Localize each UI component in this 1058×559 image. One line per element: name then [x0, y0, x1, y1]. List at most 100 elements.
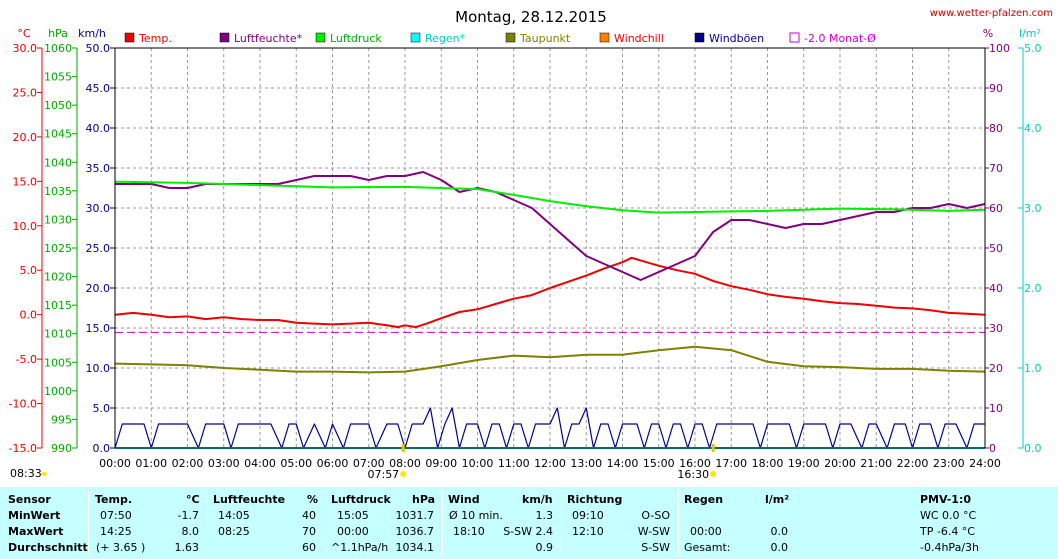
legend-label: Windchill [614, 32, 664, 45]
legend-swatch [124, 32, 135, 43]
legend-swatch [410, 32, 421, 43]
time-tick-label: 21:00 [860, 457, 892, 470]
stats-header-pressure-unit: hPa [412, 493, 436, 506]
pressure-tick-label: 1010 [44, 328, 72, 341]
series-windb-en [114, 407, 985, 449]
wind-tick-label: 25.0 [86, 242, 111, 255]
pressure-tick-label: 1015 [44, 299, 72, 312]
events: 07:57 16:30 08:33 [10, 444, 717, 481]
wind-tick-label: 45.0 [86, 82, 111, 95]
stats-wind-desc: Ø 10 min. [449, 509, 503, 522]
time-tick-label: 07:00 [353, 457, 385, 470]
temp-tick-label: 0.0 [20, 309, 38, 322]
stats-header-direction: Richtung [567, 493, 623, 506]
temp-tick-label: 10.0 [13, 220, 38, 233]
pressure-tick-label: 1055 [44, 71, 72, 84]
pressure-tick-label: 1045 [44, 128, 72, 141]
time-tick-label: 23:00 [933, 457, 965, 470]
separator [442, 490, 443, 556]
rain-tick-label: 2.0 [1024, 282, 1042, 295]
stats-direction-value: O-SO [641, 509, 670, 522]
humidity-tick-label: 30 [989, 322, 1003, 335]
legend-label: Regen* [425, 32, 466, 45]
stats-header-rain-unit: l/m² [765, 493, 790, 506]
stats-direction-value: S-SW [641, 541, 670, 554]
temp-tick-label: 15.0 [13, 175, 38, 188]
wind-unit-label: km/h [78, 27, 106, 40]
temp-tick-label: -5.0 [16, 353, 37, 366]
time-tick-label: 04:00 [244, 457, 276, 470]
legend-swatch [789, 32, 800, 43]
temp-tick-label: 20.0 [13, 131, 38, 144]
rain-tick-label: 3.0 [1024, 202, 1042, 215]
stats-temp-value: 8.0 [181, 525, 200, 538]
time-tick-label: 14:00 [607, 457, 639, 470]
stats-panel: Sensor Temp. °C Luftfeuchte % Luftdruck … [0, 487, 1058, 559]
stats-rain-time: 00:00 [690, 525, 722, 538]
series-taupunkt [114, 345, 986, 374]
stats-wind-desc: 18:10 [453, 525, 485, 538]
stats-temp-time: (+ 3.65 ) [96, 541, 146, 554]
legend-swatch [694, 32, 705, 43]
axes: 30.0 25.0 20.0 15.0 10.0 5.0 0.0 -5.0 -10.0 -15.0… [9, 42, 1042, 470]
legend-swatch [219, 32, 230, 43]
time-tick-label: 19:00 [788, 457, 820, 470]
stats-humidity-value: 70 [302, 525, 316, 538]
separator [88, 490, 89, 556]
stats-pressure-time: 15:05 [337, 509, 369, 522]
stats-temp-value: 1.63 [174, 541, 200, 554]
series-luftfeuchte [115, 171, 986, 281]
rain-unit-label: l/m² [1019, 27, 1041, 40]
time-tick-label: 01:00 [135, 457, 167, 470]
time-tick-label: 00:00 [99, 457, 131, 470]
temp-tick-label: -10.0 [9, 398, 37, 411]
time-tick-label: 13:00 [570, 457, 602, 470]
sunset-icon [710, 471, 717, 477]
stats-pmv-value: -0.4hPa/3h [920, 541, 979, 554]
stats-wind-value: 0.9 [535, 541, 554, 554]
time-tick-label: 22:00 [897, 457, 929, 470]
legend-label: Taupunkt [519, 32, 571, 45]
stats-pressure-value: 1031.7 [395, 509, 435, 522]
stats-direction-time: 12:10 [572, 525, 604, 538]
stats-temp-value: -1.7 [177, 509, 199, 522]
legend-label: Temp. [138, 32, 172, 45]
wind-tick-label: 50.0 [86, 42, 111, 55]
time-tick-label: 12:00 [534, 457, 566, 470]
stats-rain-value: 0.0 [770, 541, 789, 554]
series-temp [114, 256, 986, 329]
sunset-label: 16:30 [677, 468, 709, 481]
time-tick-label: 06:00 [317, 457, 349, 470]
stats-header-sensor: Sensor [8, 493, 51, 506]
stats-header-wind-unit: km/h [522, 493, 553, 506]
legend-label: Windböen [709, 32, 764, 45]
humidity-tick-label: 20 [989, 362, 1003, 375]
plot-frame [114, 47, 986, 449]
pressure-tick-label: 995 [51, 413, 72, 426]
time-tick-label: 11:00 [498, 457, 530, 470]
humidity-tick-label: 10 [989, 402, 1003, 415]
stats-pmv-value: WC 0.0 °C [920, 509, 977, 522]
legend-label: Luftfeuchte* [234, 32, 303, 45]
legend-label: -2.0 Monat-Ø [804, 32, 876, 45]
stats-humidity-time: 08:25 [218, 525, 250, 538]
rain-tick-label: 1.0 [1024, 362, 1042, 375]
stats-wind-value: 1.3 [535, 509, 554, 522]
time-tick-label: 15:00 [643, 457, 675, 470]
grid [115, 48, 985, 448]
temp-tick-label: 25.0 [13, 86, 38, 99]
temp-tick-label: 30.0 [13, 42, 38, 55]
site-link[interactable]: www.wetter-pfalzen.com [930, 8, 1053, 19]
wind-tick-label: 10.0 [86, 362, 111, 375]
wind-tick-label: 15.0 [86, 322, 111, 335]
stats-pmv-value: TP -6.4 °C [920, 525, 975, 538]
stats-row-label: MaxWert [8, 525, 64, 538]
wind-tick-label: 35.0 [86, 162, 111, 175]
pressure-tick-label: 1025 [44, 242, 72, 255]
wind-tick-label: 5.0 [93, 402, 111, 415]
pressure-unit-label: hPa [48, 27, 68, 40]
stats-row-label: MinWert [8, 509, 61, 522]
stats-header-rain: Regen [684, 493, 724, 506]
pressure-tick-label: 1040 [44, 156, 72, 169]
humidity-tick-label: 90 [989, 82, 1003, 95]
